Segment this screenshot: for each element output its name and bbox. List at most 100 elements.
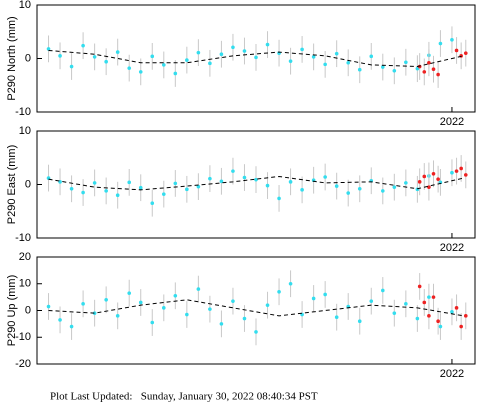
data-point (242, 316, 247, 321)
data-point (323, 292, 327, 297)
data-point (185, 312, 189, 317)
data-point (277, 289, 281, 294)
data-point (427, 60, 431, 65)
y-axis-label: P290 Up (mm) (6, 275, 18, 347)
data-point (254, 55, 258, 60)
data-point (265, 303, 270, 307)
data-point (300, 188, 304, 192)
data-point (185, 58, 189, 62)
x-tick-label: 2022 (440, 242, 464, 254)
data-point (138, 70, 143, 74)
data-point (81, 190, 85, 195)
data-point (265, 42, 270, 47)
data-point (254, 177, 258, 182)
data-point (242, 175, 247, 180)
data-point (404, 302, 408, 306)
data-point (380, 65, 385, 69)
data-point (459, 324, 463, 329)
data-point (357, 186, 362, 191)
data-point (58, 318, 62, 322)
data-point (323, 62, 327, 67)
data-point (104, 298, 108, 302)
data-point (427, 295, 431, 299)
y-tick-label: 0 (25, 304, 31, 316)
data-point (311, 55, 316, 59)
plot-frame (36, 256, 476, 365)
data-point (450, 310, 454, 314)
data-point (422, 174, 427, 179)
data-point (288, 281, 293, 286)
y-tick-label: -10 (15, 106, 31, 118)
data-point (380, 189, 385, 193)
data-point (92, 55, 97, 59)
footer: Plot Last Updated: Sunday, January 30, 2… (50, 391, 318, 403)
data-point (431, 295, 436, 299)
data-point (81, 43, 85, 48)
data-point (92, 181, 97, 185)
data-point (334, 51, 339, 56)
data-point (208, 61, 212, 66)
data-point (208, 176, 212, 181)
data-point (231, 299, 235, 303)
y-tick-label: -20 (15, 358, 31, 370)
data-point (231, 45, 235, 50)
data-point (392, 311, 397, 315)
data-point (150, 201, 155, 206)
data-point (454, 48, 459, 53)
data-point (392, 69, 397, 73)
y-axis-label: P290 East (mm) (6, 145, 18, 224)
data-point (334, 184, 339, 188)
data-point (404, 60, 408, 65)
data-point (427, 314, 431, 318)
model-line (48, 299, 464, 317)
data-point (161, 306, 166, 310)
y-tick-label: 0 (25, 52, 31, 64)
data-point (404, 181, 408, 185)
data-point (369, 54, 374, 59)
data-point (69, 64, 74, 69)
data-point (392, 185, 397, 189)
data-point (436, 319, 440, 324)
data-point (173, 71, 178, 76)
data-point (58, 54, 62, 58)
data-point (81, 302, 85, 306)
data-point (346, 60, 351, 65)
data-point (300, 47, 304, 52)
y-tick-label: 0 (25, 178, 31, 190)
data-point (173, 181, 178, 186)
y-tick-label: -10 (15, 232, 31, 244)
data-point (454, 169, 459, 173)
y-tick-label: 10 (19, 0, 31, 11)
data-point (438, 41, 443, 46)
data-point (422, 300, 427, 305)
data-point (436, 72, 440, 77)
data-point (92, 311, 97, 315)
data-point (161, 63, 166, 67)
data-point (115, 50, 120, 54)
y-tick-label: 20 (19, 251, 31, 263)
data-point (427, 185, 431, 189)
data-point (115, 193, 120, 197)
data-point (219, 52, 224, 57)
data-point (265, 183, 270, 188)
data-point (219, 179, 224, 184)
data-point (311, 296, 316, 301)
data-point (369, 299, 374, 303)
data-point (196, 50, 201, 55)
data-point (380, 288, 385, 293)
data-point (463, 173, 468, 177)
x-tick-label: 2022 (440, 116, 464, 128)
data-point (46, 47, 51, 51)
data-point (357, 319, 362, 324)
data-point (431, 172, 436, 176)
data-point (436, 177, 440, 181)
data-point (415, 66, 420, 71)
data-point (288, 59, 293, 63)
data-point (104, 59, 108, 64)
data-point (104, 189, 108, 193)
data-point (254, 330, 258, 334)
data-point (196, 287, 201, 291)
y-tick-label: -10 (15, 331, 31, 343)
data-point (138, 300, 143, 305)
